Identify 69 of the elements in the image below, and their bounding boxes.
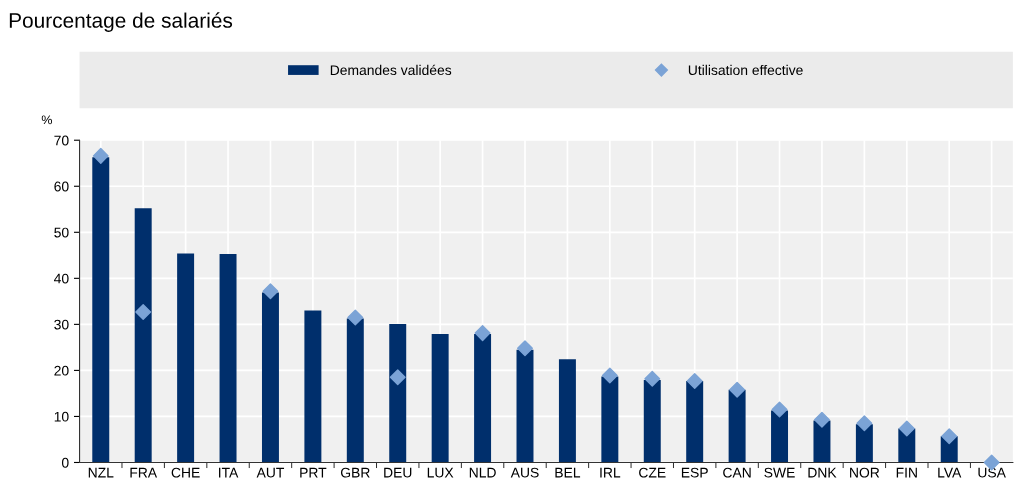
y-tick-label: 10 bbox=[54, 411, 69, 422]
x-tick-label: GBR bbox=[340, 467, 370, 478]
y-tick-label: 30 bbox=[54, 319, 69, 330]
x-tick-label: NZL bbox=[88, 467, 114, 478]
bar bbox=[771, 410, 789, 463]
x-tick-label: SWE bbox=[764, 467, 795, 478]
y-tick-label: 40 bbox=[54, 273, 69, 284]
bar bbox=[134, 208, 152, 463]
point bbox=[771, 401, 788, 418]
point bbox=[813, 411, 830, 428]
x-tick-label: ESP bbox=[681, 467, 708, 478]
x-tick-label: LUX bbox=[427, 467, 454, 478]
bar bbox=[643, 380, 661, 463]
point bbox=[644, 370, 661, 387]
bar bbox=[474, 334, 492, 463]
point bbox=[898, 420, 915, 437]
point bbox=[347, 309, 364, 326]
y-tick-label: 0 bbox=[61, 457, 69, 468]
y-tick-label: 20 bbox=[54, 365, 69, 376]
point bbox=[517, 340, 533, 357]
point bbox=[474, 325, 491, 342]
legend-label: Utilisation effective bbox=[688, 64, 803, 76]
y-tick-label: 50 bbox=[54, 227, 69, 238]
point bbox=[941, 428, 958, 445]
bar bbox=[855, 424, 873, 463]
x-tick-label: FIN bbox=[896, 467, 917, 478]
bar bbox=[304, 310, 322, 463]
point bbox=[729, 381, 746, 398]
y-axis-title: % bbox=[41, 115, 53, 125]
point bbox=[135, 303, 152, 320]
y-tick-label: 60 bbox=[54, 181, 69, 192]
x-tick-label: CHE bbox=[171, 467, 200, 478]
x-tick-label: NOR bbox=[850, 467, 880, 478]
point bbox=[686, 373, 703, 389]
bar bbox=[813, 420, 831, 463]
x-tick-label: CZE bbox=[639, 467, 666, 478]
point bbox=[92, 147, 109, 164]
bar bbox=[177, 253, 195, 463]
bar bbox=[389, 323, 407, 463]
x-tick-label: LVA bbox=[938, 467, 962, 478]
x-tick-label: ITA bbox=[219, 467, 239, 478]
y-tick-label: 70 bbox=[54, 135, 69, 146]
x-tick-label: DNK bbox=[808, 467, 837, 478]
bar bbox=[219, 253, 237, 463]
x-tick-label: BEL bbox=[555, 467, 581, 478]
bar bbox=[516, 349, 534, 463]
bar bbox=[346, 318, 364, 463]
bar bbox=[601, 376, 619, 463]
point bbox=[389, 369, 406, 386]
x-tick-label: FRA bbox=[130, 467, 158, 478]
bar bbox=[261, 292, 279, 463]
point bbox=[601, 367, 618, 384]
bar bbox=[686, 380, 704, 463]
x-tick-label: NLD bbox=[469, 467, 496, 478]
x-tick-label: IRL bbox=[600, 467, 621, 478]
point bbox=[856, 415, 873, 432]
legend-label: Demandes validées bbox=[330, 64, 452, 76]
x-tick-label: DEU bbox=[384, 467, 412, 478]
bar bbox=[728, 389, 746, 463]
x-tick-label: PRT bbox=[300, 467, 327, 478]
x-tick-label: CAN bbox=[723, 467, 751, 478]
chart-title: Pourcentage de salariés bbox=[9, 12, 233, 32]
x-tick-label: AUT bbox=[256, 467, 285, 478]
x-tick-label: USA bbox=[978, 467, 1006, 478]
bar bbox=[92, 157, 110, 463]
x-tick-label: AUS bbox=[510, 467, 539, 478]
bar bbox=[431, 334, 449, 463]
point bbox=[262, 283, 279, 300]
bar bbox=[558, 359, 576, 463]
